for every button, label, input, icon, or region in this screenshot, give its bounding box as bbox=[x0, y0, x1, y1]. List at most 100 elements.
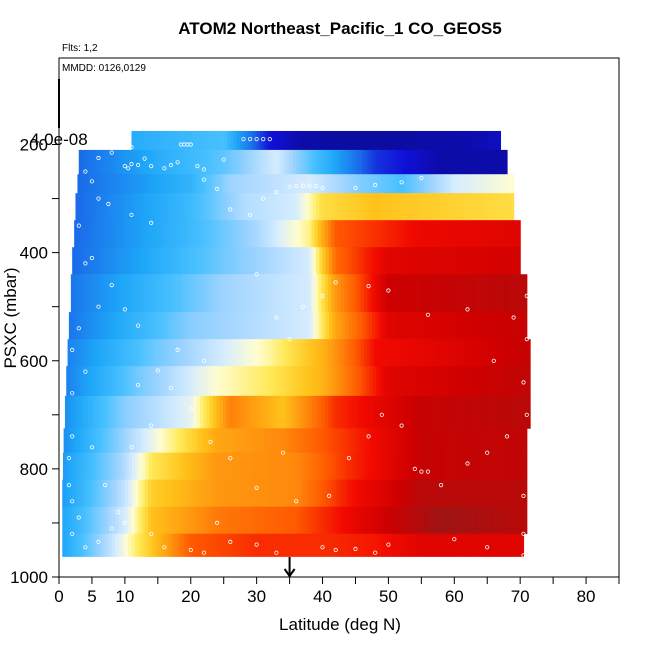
heatmap-cell bbox=[97, 220, 102, 248]
heatmap-cell bbox=[225, 428, 229, 454]
heatmap-cell bbox=[446, 220, 451, 248]
heatmap-cell bbox=[174, 130, 179, 151]
heatmap-cell bbox=[431, 506, 436, 535]
heatmap-cell bbox=[377, 395, 382, 429]
heatmap-cell bbox=[125, 366, 130, 397]
heatmap-cell bbox=[240, 149, 245, 175]
heatmap-cell bbox=[381, 193, 386, 221]
heatmap-cell bbox=[154, 247, 159, 275]
heatmap-cell bbox=[80, 220, 85, 248]
heatmap-cell bbox=[118, 506, 123, 535]
heatmap-cell bbox=[186, 274, 191, 313]
heatmap-cell bbox=[490, 193, 495, 221]
heatmap-cell bbox=[487, 533, 492, 557]
heatmap-cell bbox=[508, 339, 513, 367]
heatmap-cell bbox=[317, 339, 322, 367]
heatmap-cell bbox=[105, 366, 110, 397]
sample-point bbox=[524, 336, 529, 342]
heatmap-cell bbox=[182, 339, 187, 367]
heatmap-cell bbox=[312, 479, 317, 508]
heatmap-cell bbox=[477, 533, 482, 557]
heatmap-cell bbox=[379, 452, 384, 481]
heatmap-cell bbox=[322, 149, 327, 175]
heatmap-cell bbox=[334, 339, 339, 367]
heatmap-cell bbox=[472, 339, 477, 367]
heatmap-cell bbox=[283, 130, 287, 151]
heatmap-cell bbox=[485, 274, 490, 313]
heatmap-cell bbox=[336, 366, 341, 397]
heatmap-cell bbox=[493, 149, 498, 175]
heatmap-cell bbox=[364, 339, 368, 367]
heatmap-cell bbox=[442, 428, 447, 454]
heatmap-cell bbox=[460, 193, 465, 221]
heatmap-cell bbox=[109, 452, 113, 481]
heatmap-cell bbox=[311, 395, 316, 429]
heatmap-cell bbox=[416, 339, 421, 367]
heatmap-cell bbox=[219, 339, 223, 367]
heatmap-cell bbox=[485, 428, 490, 454]
heatmap-cell bbox=[258, 274, 263, 313]
heatmap-cell bbox=[252, 174, 256, 194]
heatmap-cell bbox=[236, 149, 241, 175]
heatmap-cell bbox=[355, 149, 360, 175]
heatmap-cell bbox=[302, 479, 307, 508]
heatmap-cell bbox=[359, 452, 364, 481]
heatmap-cell bbox=[76, 428, 81, 454]
heatmap-cell bbox=[459, 220, 464, 248]
heatmap-cell bbox=[135, 366, 140, 397]
heatmap-cell bbox=[302, 130, 307, 151]
heatmap-cell bbox=[339, 366, 344, 397]
heatmap-cell bbox=[180, 149, 185, 175]
heatmap-cell bbox=[526, 395, 530, 429]
heatmap-cell bbox=[203, 193, 208, 221]
heatmap-cell bbox=[223, 193, 228, 221]
heatmap-cell bbox=[85, 193, 90, 221]
heatmap-cell bbox=[490, 312, 495, 340]
heatmap-cell bbox=[238, 174, 243, 194]
sample-point bbox=[333, 547, 338, 553]
heatmap-cell bbox=[267, 452, 272, 481]
heatmap-cell bbox=[381, 130, 386, 151]
heatmap-cell bbox=[144, 149, 149, 175]
heatmap-cell bbox=[352, 130, 357, 151]
heatmap-cell bbox=[176, 174, 181, 194]
heatmap-cell bbox=[402, 452, 407, 481]
heatmap-cell bbox=[220, 193, 225, 221]
heatmap-cell bbox=[276, 533, 281, 557]
heatmap-cell bbox=[220, 506, 225, 535]
heatmap-cell bbox=[186, 395, 191, 429]
heatmap-cell bbox=[221, 366, 225, 397]
heatmap-cell bbox=[325, 149, 330, 175]
heatmap-cell bbox=[230, 247, 235, 275]
heatmap-cell bbox=[105, 247, 110, 275]
heatmap-cell bbox=[226, 395, 231, 429]
heatmap-cell bbox=[184, 130, 189, 151]
heatmap-cell bbox=[395, 149, 399, 175]
heatmap-cell bbox=[85, 479, 90, 508]
heatmap-cell bbox=[497, 452, 502, 481]
heatmap-row bbox=[78, 149, 508, 175]
heatmap-cell bbox=[470, 149, 475, 175]
heatmap-cell bbox=[497, 130, 502, 151]
sample-point bbox=[201, 358, 206, 363]
heatmap-cell bbox=[485, 220, 490, 248]
heatmap-cell bbox=[423, 274, 428, 313]
heatmap-cell bbox=[294, 174, 299, 194]
heatmap-cell bbox=[155, 366, 160, 397]
heatmap-cell bbox=[184, 247, 189, 275]
heatmap-cell bbox=[352, 506, 357, 535]
heatmap-cell bbox=[85, 247, 90, 275]
heatmap-cell bbox=[153, 220, 158, 248]
heatmap-cell bbox=[187, 479, 192, 508]
sample-point bbox=[76, 515, 81, 520]
heatmap-cell bbox=[354, 220, 359, 248]
heatmap-cell bbox=[289, 312, 294, 340]
heatmap-cell bbox=[434, 533, 439, 557]
heatmap-cell bbox=[217, 479, 222, 508]
heatmap-cell bbox=[84, 220, 88, 248]
heatmap-cell bbox=[419, 428, 424, 454]
heatmap-cell bbox=[456, 339, 461, 367]
heatmap-cell bbox=[108, 479, 113, 508]
heatmap-cell bbox=[302, 395, 306, 429]
